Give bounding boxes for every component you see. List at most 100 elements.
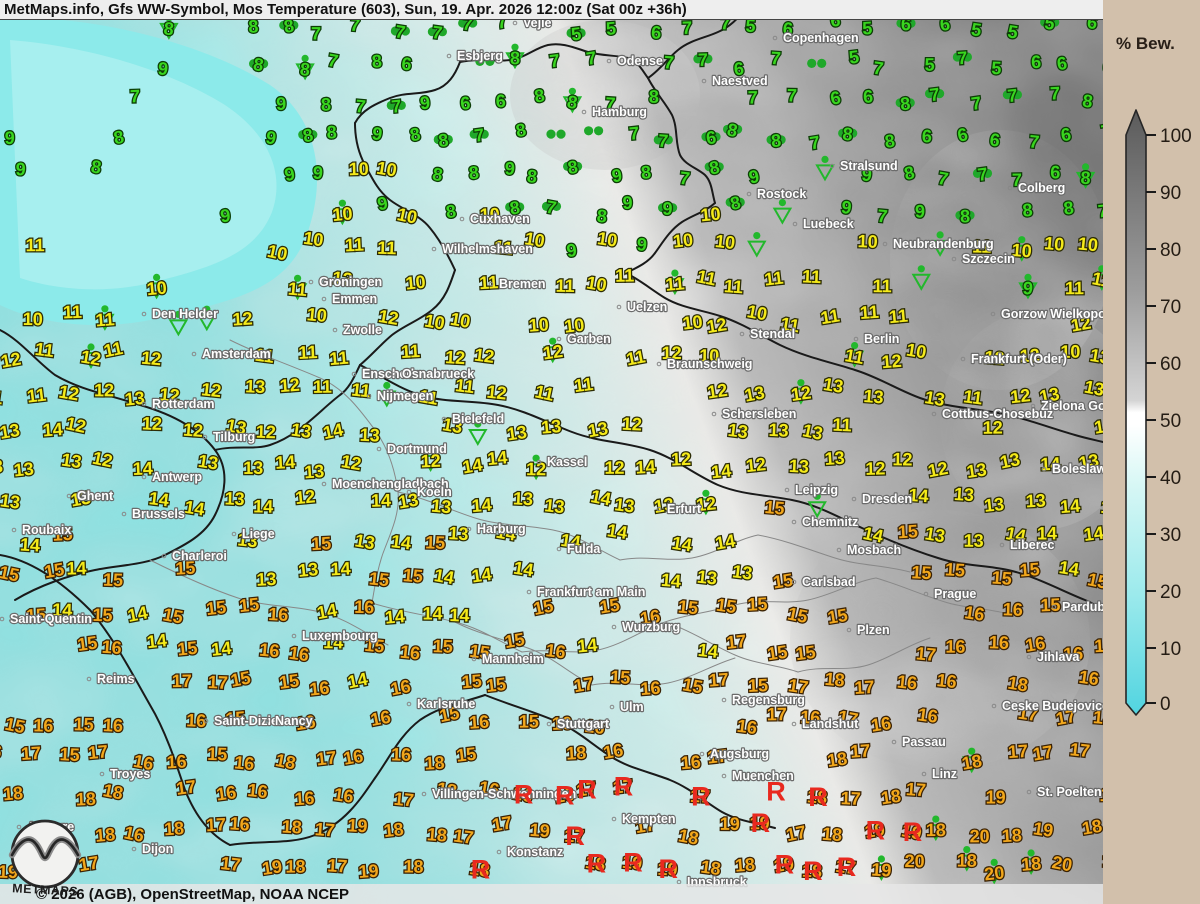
svg-text:R: R [614,772,634,802]
svg-text:10: 10 [23,309,43,329]
svg-text:Roubaix: Roubaix [22,523,71,537]
svg-text:METMAPS: METMAPS [12,881,79,898]
svg-text:17: 17 [915,643,937,665]
svg-text:15: 15 [402,565,424,587]
svg-text:Konstanz: Konstanz [507,845,563,859]
svg-text:15: 15 [944,559,965,580]
svg-text:13: 13 [768,420,789,441]
svg-text:18: 18 [75,789,96,810]
svg-text:11: 11 [63,302,83,323]
svg-text:10: 10 [714,231,736,253]
svg-text:Fulda: Fulda [567,542,601,556]
svg-text:17: 17 [20,743,41,764]
svg-text:11: 11 [377,238,397,259]
svg-text:16: 16 [936,670,958,692]
svg-text:10: 10 [1043,233,1065,255]
svg-text:15: 15 [485,674,507,696]
svg-text:Regensburg: Regensburg [732,693,805,707]
svg-text:9: 9 [5,128,15,148]
svg-text:18: 18 [1094,635,1103,656]
svg-text:11: 11 [723,276,743,297]
svg-text:13: 13 [613,494,635,516]
svg-text:14: 14 [183,497,206,520]
svg-text:Tilburg: Tilburg [213,430,255,444]
svg-text:18: 18 [821,824,843,846]
svg-text:6: 6 [460,93,472,114]
svg-text:14: 14 [449,605,470,626]
svg-text:7: 7 [355,96,367,117]
svg-text:11: 11 [34,339,55,361]
svg-text:Augsburg: Augsburg [710,747,769,761]
svg-text:15: 15 [425,532,446,553]
svg-text:R: R [903,817,923,847]
svg-text:15: 15 [764,497,786,519]
svg-text:7: 7 [311,23,321,43]
svg-text:17: 17 [1031,742,1054,765]
svg-text:8: 8 [842,124,854,145]
svg-text:7: 7 [390,96,402,117]
svg-text:Kempten: Kempten [622,812,675,826]
svg-text:8: 8 [770,130,782,151]
svg-text:70: 70 [1160,297,1181,318]
svg-text:R: R [471,855,491,885]
svg-text:10: 10 [700,203,722,225]
svg-text:17: 17 [850,740,871,761]
svg-text:10: 10 [681,311,703,333]
svg-text:16: 16 [215,782,238,805]
svg-text:Rostock: Rostock [757,187,806,201]
svg-text:13: 13 [243,458,263,478]
svg-text:12: 12 [881,351,903,373]
svg-text:Copenhagen: Copenhagen [783,31,859,45]
svg-text:12: 12 [706,380,729,403]
svg-text:19: 19 [720,814,740,834]
svg-text:11: 11 [843,345,865,368]
svg-text:12: 12 [256,422,277,443]
svg-text:17: 17 [315,747,337,769]
svg-text:Dijon: Dijon [142,842,173,856]
svg-text:14: 14 [66,558,87,579]
svg-text:9: 9 [915,201,925,221]
svg-text:12: 12 [232,308,253,329]
svg-text:15: 15 [1086,569,1103,593]
svg-text:17: 17 [1069,739,1091,761]
svg-text:17: 17 [1007,741,1028,762]
svg-text:13: 13 [297,559,319,581]
svg-text:13: 13 [964,531,984,551]
svg-text:18: 18 [164,818,185,839]
svg-text:18: 18 [826,748,849,771]
svg-text:12: 12 [94,380,114,400]
svg-text:17: 17 [767,704,787,724]
svg-text:Leipzig: Leipzig [795,483,838,497]
svg-text:19: 19 [529,820,550,841]
svg-text:Carlsbad: Carlsbad [802,575,856,589]
svg-text:13: 13 [448,523,469,544]
svg-text:7: 7 [657,131,669,152]
svg-text:12: 12 [1009,385,1031,407]
svg-text:Cuxhaven: Cuxhaven [470,212,530,226]
svg-text:15: 15 [677,597,699,619]
svg-text:15: 15 [772,570,795,593]
svg-text:13: 13 [1025,490,1046,511]
svg-text:16: 16 [103,715,124,736]
svg-text:11: 11 [665,273,686,295]
svg-text:10: 10 [596,228,619,251]
svg-text:18: 18 [1080,816,1103,839]
svg-text:13: 13 [696,567,718,589]
svg-text:10: 10 [266,241,290,265]
svg-text:12: 12 [926,458,949,481]
svg-text:14: 14 [433,565,456,588]
svg-text:11: 11 [26,385,47,407]
svg-text:17: 17 [840,788,861,809]
svg-text:15: 15 [794,642,816,664]
svg-text:16: 16 [870,713,893,736]
svg-text:16: 16 [332,784,355,807]
svg-text:13: 13 [124,388,146,410]
svg-text:Linz: Linz [932,767,957,781]
svg-text:Bielefeld: Bielefeld [452,412,504,426]
svg-text:9: 9 [504,158,515,179]
svg-text:10: 10 [745,301,768,324]
svg-text:14: 14 [512,558,535,581]
svg-text:12: 12 [473,345,495,367]
svg-text:13: 13 [353,530,376,553]
svg-text:17: 17 [572,673,595,696]
